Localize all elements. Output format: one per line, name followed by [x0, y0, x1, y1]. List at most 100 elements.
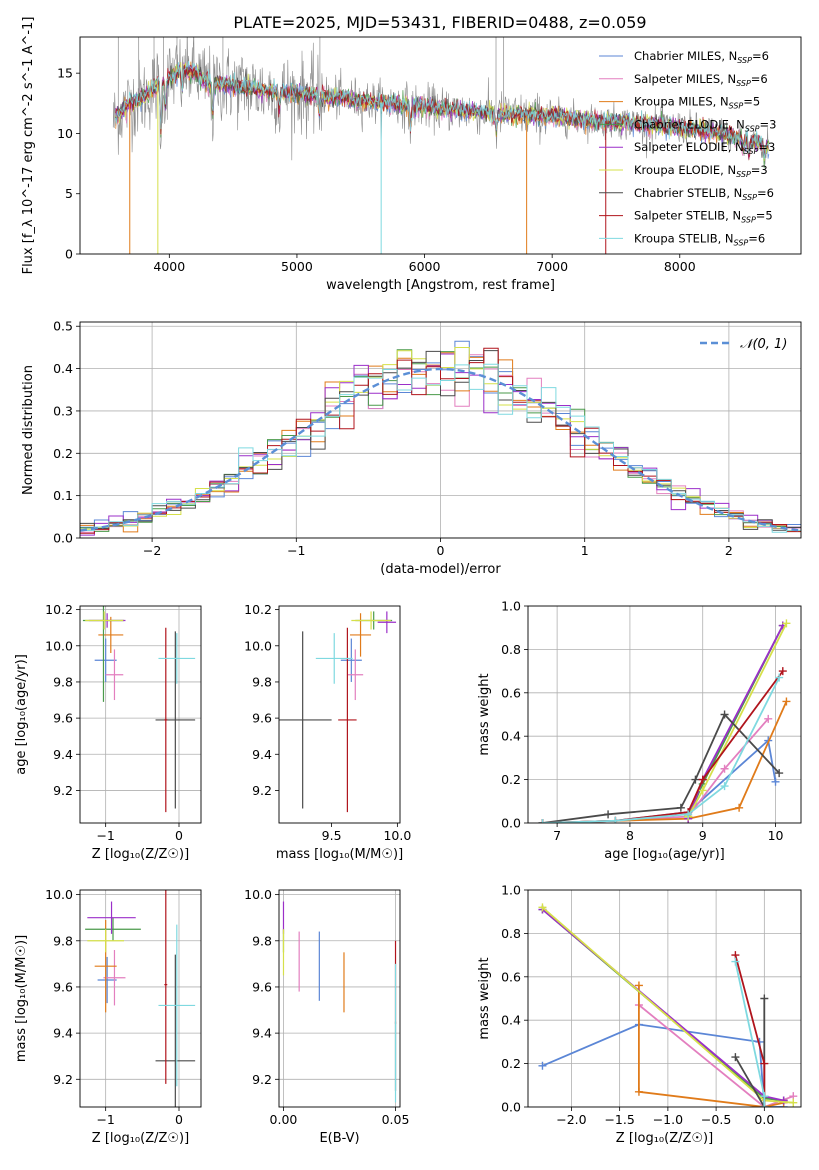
x-tick-label: 8000 — [664, 259, 696, 274]
model-line — [115, 60, 770, 159]
axes-frame — [79, 889, 202, 1108]
y-tick-label: 0.2 — [501, 772, 521, 787]
y-tick-label: 0.8 — [501, 926, 521, 941]
errorbar-point — [85, 917, 141, 941]
x-tick-label: 9 — [699, 828, 707, 843]
legend-label: 𝒩(0, 1) — [740, 337, 787, 352]
y-tick-label: 10.0 — [244, 638, 272, 653]
y-axis-label: mass weight — [477, 673, 492, 755]
legend-entry: Salpeter STELIB, NSSP=5 — [599, 209, 773, 225]
errorbar-point — [347, 649, 364, 701]
legend-label: Kroupa ELODIE, NSSP=3 — [634, 163, 768, 179]
axes-frame — [79, 321, 802, 539]
chart-residuals: −2 −1 0 1 2 0.0 0.1 0.2 0.3 0.4 0.5 (data-model)/er… — [21, 319, 802, 577]
series-marker — [760, 1059, 769, 1068]
errorbar-point — [279, 631, 332, 809]
series-line — [638, 985, 784, 1107]
plot-area-age_vs_Z — [80, 606, 201, 823]
legend-entry: Salpeter ELODIE, NSSP=3 — [599, 140, 775, 156]
y-tick-label: 9.4 — [252, 747, 272, 762]
y-tick-label: 0.4 — [501, 1013, 521, 1028]
x-axis-label: Z [log₁₀(Z/Z☉)] — [92, 847, 189, 862]
errorbar-point — [97, 956, 117, 1004]
y-tick-label: 9.6 — [252, 711, 272, 726]
chart-mass_weight_vs_age: 7 8 9 10 0.0 0.2 0.4 0.6 0.8 1.0 age [log₁₀(age/yr… — [477, 599, 802, 862]
series-marker — [775, 673, 784, 682]
x-tick-label: −1.5 — [604, 1112, 634, 1127]
plot-area-mass_weight_vs_age — [528, 606, 801, 823]
legend-label: Chabrier STELIB, NSSP=6 — [634, 186, 774, 202]
y-tick-label: 1.0 — [501, 599, 521, 614]
x-tick-label: 0 — [437, 543, 445, 558]
series-marker — [684, 810, 693, 819]
y-axis-label: Normed distribution — [21, 365, 36, 495]
y-tick-label: 10.0 — [45, 638, 73, 653]
series-marker — [604, 810, 613, 819]
legend-entry: Kroupa STELIB, NSSP=6 — [599, 231, 765, 247]
series-marker — [771, 777, 780, 786]
x-tick-label: −2 — [143, 543, 161, 558]
errorbar-point — [158, 924, 196, 1087]
y-tick-label: 0.0 — [53, 531, 73, 546]
y-tick-label: 5 — [65, 186, 73, 201]
series-marker — [760, 1092, 769, 1101]
series-marker — [720, 782, 729, 791]
x-tick-label: 4000 — [153, 259, 185, 274]
y-tick-label: 9.6 — [53, 711, 73, 726]
chart-mass_vs_Z: −1 0 9.2 9.4 9.6 9.8 10.0 Z [log₁₀(Z/Z☉)] mass [… — [14, 887, 202, 1146]
legend-entry: Kroupa ELODIE, NSSP=3 — [599, 163, 768, 179]
errorbar-point — [338, 627, 357, 813]
axes-frame — [79, 36, 802, 255]
series-marker — [764, 714, 773, 723]
axes-frame — [278, 889, 401, 1108]
legend-label: Salpeter MILES, NSSP=6 — [634, 72, 768, 88]
errorbar-point — [315, 633, 353, 684]
y-tick-label: 0 — [65, 247, 73, 262]
y-tick-label: 15 — [57, 66, 73, 81]
y-tick-label: 9.6 — [53, 979, 73, 994]
x-tick-label: 0.00 — [270, 1112, 298, 1127]
y-tick-label: 0.6 — [501, 969, 521, 984]
normal-curve — [80, 367, 799, 532]
axes-frame — [278, 605, 401, 824]
legend-entry: Chabrier ELODIE, NSSP=3 — [599, 117, 776, 133]
series-marker — [775, 769, 784, 778]
x-tick-label: −1.0 — [653, 1112, 683, 1127]
series-line — [542, 712, 780, 823]
x-tick-label: −1 — [96, 828, 114, 843]
series-marker — [634, 1087, 643, 1096]
legend-entry: Chabrier STELIB, NSSP=6 — [599, 186, 774, 202]
series-marker — [789, 1098, 798, 1107]
plot-area-spectrum — [112, 37, 770, 254]
y-tick-label: 9.4 — [53, 747, 73, 762]
y-tick-label: 1.0 — [501, 883, 521, 898]
chart-age_vs_Z: −1 0 9.2 9.4 9.6 9.8 10.0 10.2 Z [log₁₀(Z/Z☉)] ag… — [14, 602, 202, 862]
errorbar-point — [158, 633, 196, 684]
y-tick-label: 9.2 — [53, 1072, 73, 1087]
errorbar-point — [351, 611, 391, 630]
errorbar-point — [164, 890, 168, 1084]
x-tick-label: 10.0 — [383, 828, 411, 843]
plot-area-mass_vs_ebv — [279, 890, 400, 1107]
y-tick-label: 0.2 — [53, 446, 73, 461]
series-marker — [779, 1096, 788, 1105]
axes-frame — [79, 605, 202, 824]
series-marker — [760, 994, 769, 1003]
errorbar-point — [350, 613, 372, 657]
series-marker — [782, 619, 791, 628]
axes-frame — [527, 889, 802, 1108]
y-tick-label: 10 — [57, 126, 73, 141]
series-marker — [760, 1103, 769, 1107]
legend-entry: Chabrier MILES, NSSP=6 — [599, 49, 769, 65]
series-marker — [720, 764, 729, 773]
plot-area-mass_vs_Z — [80, 890, 201, 1107]
legend-label: Chabrier ELODIE, NSSP=3 — [634, 117, 776, 133]
x-axis-label: mass [log₁₀(M/M☉)] — [276, 847, 403, 862]
series-marker — [611, 816, 620, 823]
legend-label: Kroupa MILES, NSSP=5 — [634, 95, 760, 111]
series-marker — [735, 803, 744, 812]
legend-label: Salpeter STELIB, NSSP=5 — [634, 209, 773, 225]
axes-frame — [527, 605, 802, 824]
y-tick-label: 9.6 — [252, 979, 272, 994]
